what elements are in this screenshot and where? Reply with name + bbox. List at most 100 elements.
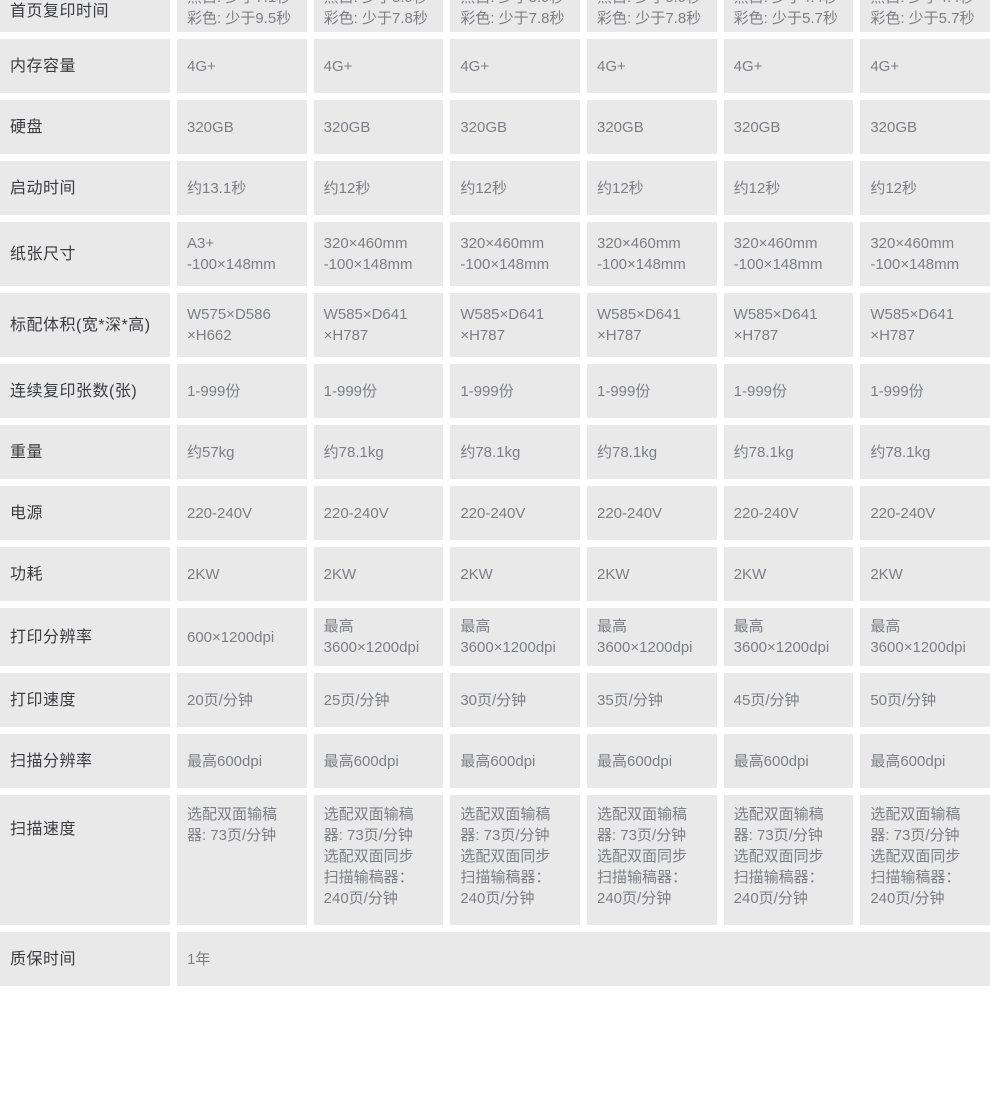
spec-value-cell: 黑白: 少于5.9秒 彩色: 少于7.8秒 xyxy=(587,0,717,32)
spec-value-cell: 选配双面输稿 器: 73页/分钟 xyxy=(177,795,307,925)
spec-row-label-cell: 扫描分辨率 xyxy=(0,734,170,788)
spec-value: 选配双面输稿 器: 73页/分钟 选配双面同步 扫描输稿器： 240页/分钟 xyxy=(460,806,551,907)
spec-value-cell: 1-999份 xyxy=(450,364,580,418)
spec-value: 320×460mm -100×148mm xyxy=(323,235,413,273)
spec-value: 约13.1秒 xyxy=(187,179,247,197)
spec-value: W585×D641 ×H787 xyxy=(597,306,681,344)
spec-value: 220-240V xyxy=(597,504,663,522)
spec-value: 最高600dpi xyxy=(187,752,263,770)
spec-row-label: 打印速度 xyxy=(10,691,77,709)
spec-value: W585×D641 ×H787 xyxy=(733,306,818,344)
spec-value: 320GB xyxy=(733,118,781,136)
spec-value-cell: 2KW xyxy=(313,547,444,601)
spec-value-cell: 4G+ xyxy=(450,39,580,93)
spec-value: 1-999份 xyxy=(597,382,651,400)
spec-value: 1年 xyxy=(187,950,211,968)
spec-row-label: 扫描分辨率 xyxy=(10,752,93,770)
spec-value: 2KW xyxy=(323,565,357,583)
spec-value-cell: W575×D586 ×H662 xyxy=(177,293,307,357)
spec-row-label-cell: 功耗 xyxy=(0,547,170,601)
product-spec-table: 首页复印时间 黑白: 少于7.1秒 彩色: 少于9.5秒 黑白: 少于5.9秒 彩… xyxy=(0,0,990,986)
spec-value: 220-240V xyxy=(733,504,799,522)
spec-value: 最高 3600×1200dpi xyxy=(733,618,830,656)
spec-row-label-cell: 标配体积(宽*深*高) xyxy=(0,293,170,357)
spec-value-cell: 黑白: 少于5.9秒 彩色: 少于7.8秒 xyxy=(450,0,580,32)
spec-value-cell: 约12秒 xyxy=(450,161,580,215)
spec-row-label-cell: 重量 xyxy=(0,425,170,479)
spec-value: 约78.1kg xyxy=(733,443,794,461)
spec-value-cell: 选配双面输稿 器: 73页/分钟 选配双面同步 扫描输稿器： 240页/分钟 xyxy=(723,795,854,925)
spec-value-cell: 220-240V xyxy=(860,486,990,540)
spec-row-label-cell: 硬盘 xyxy=(0,100,170,154)
spec-value-cell: 220-240V xyxy=(313,486,444,540)
spec-value: 1-999份 xyxy=(323,382,378,400)
spec-value-cell: W585×D641 ×H787 xyxy=(587,293,717,357)
spec-row-dimensions: 标配体积(宽*深*高) W575×D586 ×H662 W585×D641 ×H7… xyxy=(0,293,990,357)
spec-value: 320×460mm -100×148mm xyxy=(597,235,686,273)
spec-value-cell: W585×D641 ×H787 xyxy=(450,293,580,357)
spec-value: 黑白: 少于4.4秒 彩色: 少于5.7秒 xyxy=(870,0,975,27)
spec-value-cell: 4G+ xyxy=(860,39,990,93)
spec-row-label: 扫描速度 xyxy=(10,821,77,838)
spec-value: 选配双面输稿 器: 73页/分钟 选配双面同步 扫描输稿器： 240页/分钟 xyxy=(733,806,824,907)
spec-value-cell: 320×460mm -100×148mm xyxy=(860,222,990,286)
spec-value: 220-240V xyxy=(187,504,253,522)
spec-value: 4G+ xyxy=(870,57,900,75)
spec-row-label: 质保时间 xyxy=(10,950,77,968)
spec-row-label: 电源 xyxy=(10,504,44,522)
spec-value: 320GB xyxy=(323,118,371,136)
spec-value-cell: 黑白: 少于7.1秒 彩色: 少于9.5秒 xyxy=(177,0,307,32)
spec-value: 黑白: 少于7.1秒 彩色: 少于9.5秒 xyxy=(187,0,292,27)
spec-value-cell: 320×460mm -100×148mm xyxy=(313,222,444,286)
spec-row-scan-speed: 扫描速度 选配双面输稿 器: 73页/分钟 选配双面输稿 器: 73页/分钟 选配… xyxy=(0,795,990,925)
spec-row-continuous-copies: 连续复印张数(张) 1-999份 1-999份 1-999份 1-999份 1-999份… xyxy=(0,364,990,418)
spec-value-cell: 1-999份 xyxy=(723,364,854,418)
spec-value-cell: 4G+ xyxy=(177,39,307,93)
spec-value: 最高 3600×1200dpi xyxy=(323,618,420,656)
spec-value-cell: 320GB xyxy=(860,100,990,154)
spec-row-label-cell: 启动时间 xyxy=(0,161,170,215)
spec-value-cell: 选配双面输稿 器: 73页/分钟 选配双面同步 扫描输稿器： 240页/分钟 xyxy=(450,795,580,925)
spec-value-cell: 320×460mm -100×148mm xyxy=(450,222,580,286)
spec-value-cell: 45页/分钟 xyxy=(723,673,854,727)
spec-value-cell: 约13.1秒 xyxy=(177,161,307,215)
spec-value-cell: 选配双面输稿 器: 73页/分钟 选配双面同步 扫描输稿器： 240页/分钟 xyxy=(860,795,990,925)
spec-value-cell: 220-240V xyxy=(177,486,307,540)
spec-value-cell: 约78.1kg xyxy=(860,425,990,479)
spec-value: 1-999份 xyxy=(460,382,514,400)
spec-value-cell: 320×460mm -100×148mm xyxy=(723,222,854,286)
spec-value: 约12秒 xyxy=(870,179,918,197)
spec-value-cell: W585×D641 ×H787 xyxy=(313,293,444,357)
spec-value: 1-999份 xyxy=(187,382,241,400)
spec-row-label-cell: 扫描速度 xyxy=(0,795,170,925)
spec-value: 50页/分钟 xyxy=(870,691,937,709)
spec-value-cell: 30页/分钟 xyxy=(450,673,580,727)
spec-row-label: 打印分辨率 xyxy=(10,628,93,646)
spec-value-cell: 220-240V xyxy=(450,486,580,540)
spec-row-power-supply: 电源 220-240V 220-240V 220-240V 220-240V 220-2… xyxy=(0,486,990,540)
spec-value: 最高600dpi xyxy=(733,752,809,770)
spec-row-scan-resolution: 扫描分辨率 最高600dpi 最高600dpi 最高600dpi 最高600dpi 最高… xyxy=(0,734,990,788)
spec-value-cell: 2KW xyxy=(587,547,717,601)
spec-value: 220-240V xyxy=(323,504,389,522)
spec-value-cell: 1-999份 xyxy=(313,364,444,418)
spec-value-cell: 1年 xyxy=(177,932,990,986)
spec-row-label: 硬盘 xyxy=(10,118,44,136)
spec-value-cell: 320GB xyxy=(450,100,580,154)
spec-value-cell: 2KW xyxy=(723,547,854,601)
spec-value: 黑白: 少于5.9秒 彩色: 少于7.8秒 xyxy=(460,0,565,27)
spec-value-cell: 最高 3600×1200dpi xyxy=(860,608,990,666)
spec-value-cell: 320×460mm -100×148mm xyxy=(587,222,717,286)
spec-value-cell: 320GB xyxy=(587,100,717,154)
spec-value-cell: 约78.1kg xyxy=(450,425,580,479)
spec-row-print-resolution: 打印分辨率 600×1200dpi 最高 3600×1200dpi 最高 3600×… xyxy=(0,608,990,666)
spec-value-cell: 220-240V xyxy=(587,486,717,540)
spec-value: 最高 3600×1200dpi xyxy=(870,618,966,656)
spec-row-label: 内存容量 xyxy=(10,57,77,75)
spec-row-label-cell: 电源 xyxy=(0,486,170,540)
spec-row-label-cell: 打印速度 xyxy=(0,673,170,727)
spec-value-cell: 320GB xyxy=(177,100,307,154)
spec-value: 320×460mm -100×148mm xyxy=(870,235,960,273)
spec-value: 20页/分钟 xyxy=(187,691,253,709)
spec-value-cell: 最高600dpi xyxy=(587,734,717,788)
